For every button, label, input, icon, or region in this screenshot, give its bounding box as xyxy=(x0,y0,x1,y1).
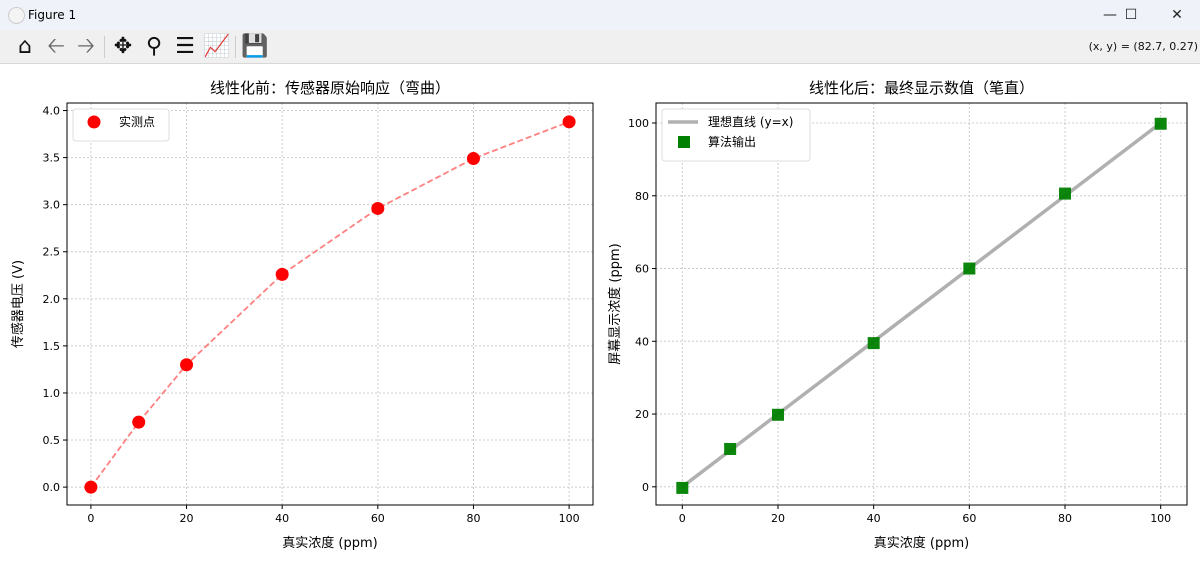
legend-marker xyxy=(678,136,690,148)
y-tick-label: 0 xyxy=(642,481,649,494)
move-icon[interactable]: ✥ xyxy=(113,34,133,59)
axes-frame xyxy=(655,102,1188,506)
x-tick-label: 20 xyxy=(771,512,785,525)
legend: 实测点 xyxy=(72,108,170,142)
data-point xyxy=(84,480,98,494)
x-tick-label: 80 xyxy=(1058,512,1072,525)
chart-title: 线性化后：最终显示数值（笔直） xyxy=(809,79,1034,97)
chart-0: 0 20 40 60 80 100 0.0 0.5 1.0 1.5 2.0 2.5 3.0 3.5 4.0 线… xyxy=(10,79,594,551)
save-icon[interactable]: 💾 xyxy=(241,34,269,59)
series-line xyxy=(681,121,1162,489)
maximize-button[interactable]: ☐ xyxy=(1124,7,1138,23)
x-tick-label: 60 xyxy=(962,512,976,525)
y-tick-label: 2.5 xyxy=(43,246,61,259)
legend-marker xyxy=(87,115,101,129)
x-tick-label: 0 xyxy=(87,512,94,525)
window-title: Figure 1 xyxy=(28,8,77,22)
minimize-button[interactable]: — xyxy=(1103,7,1117,23)
legend-label: 实测点 xyxy=(119,114,155,129)
y-axis-label: 屏幕显示浓度 (ppm) xyxy=(607,243,623,364)
data-point xyxy=(371,201,385,215)
data-point xyxy=(724,442,737,455)
data-point xyxy=(180,358,194,372)
chart-title: 线性化前：传感器原始响应（弯曲） xyxy=(210,79,450,97)
coords-readout: (x, y) = (82.7, 0.27) xyxy=(1088,40,1198,53)
title-bar: Figure 1 — ☐ ✕ xyxy=(0,0,1200,30)
y-tick-label: 3.5 xyxy=(43,152,61,165)
data-point xyxy=(1154,117,1167,130)
sliders-icon[interactable]: ☰ xyxy=(175,34,195,59)
data-point xyxy=(771,408,784,421)
y-tick-label: 2.0 xyxy=(43,293,61,306)
x-tick-label: 100 xyxy=(1150,512,1171,525)
y-tick-label: 60 xyxy=(635,263,649,276)
x-tick-label: 40 xyxy=(275,512,289,525)
data-point xyxy=(132,415,146,429)
data-point xyxy=(1059,187,1072,200)
x-tick-label: 20 xyxy=(180,512,194,525)
axes-frame xyxy=(66,102,594,506)
legend-label: 算法输出 xyxy=(708,134,756,149)
y-axis-label: 传感器电压 (V) xyxy=(10,260,26,348)
y-tick-label: 4.0 xyxy=(43,105,61,118)
app-icon xyxy=(8,7,25,24)
toolbar: ⌂ 🡠 🡢 ✥ ⚲ ☰ 📈 💾 (x, y) = (82.7, 0.27) xyxy=(0,30,1200,64)
data-point xyxy=(867,337,880,350)
series-line xyxy=(90,120,570,488)
x-tick-label: 40 xyxy=(867,512,881,525)
data-point xyxy=(963,262,976,275)
arrow-right-icon[interactable]: 🡢 xyxy=(77,34,95,59)
data-point xyxy=(562,115,576,129)
home-icon[interactable]: ⌂ xyxy=(18,34,32,59)
close-button[interactable]: ✕ xyxy=(1171,7,1183,23)
data-point xyxy=(676,481,689,494)
y-tick-label: 80 xyxy=(635,190,649,203)
x-tick-label: 0 xyxy=(679,512,686,525)
chart-1: 0 20 40 60 80 100 0 20 40 60 80 100 线性化后：最终显示数值（笔直） 真… xyxy=(607,79,1188,551)
y-tick-label: 1.0 xyxy=(43,387,61,400)
legend: 理想直线 (y=x) 算法输出 xyxy=(661,108,811,162)
y-tick-label: 3.0 xyxy=(43,199,61,212)
y-tick-label: 100 xyxy=(628,117,649,130)
chart-line-icon[interactable]: 📈 xyxy=(203,34,231,59)
y-tick-label: 0.0 xyxy=(43,481,61,494)
x-tick-label: 80 xyxy=(466,512,480,525)
y-tick-label: 0.5 xyxy=(43,434,61,447)
x-axis-label: 真实浓度 (ppm) xyxy=(874,535,969,551)
data-point xyxy=(275,267,289,281)
arrow-left-icon[interactable]: 🡠 xyxy=(47,34,65,59)
x-tick-label: 100 xyxy=(559,512,580,525)
y-tick-label: 20 xyxy=(635,408,649,421)
legend-label: 理想直线 (y=x) xyxy=(708,114,793,129)
x-axis-label: 真实浓度 (ppm) xyxy=(282,535,377,551)
y-tick-label: 1.5 xyxy=(43,340,61,353)
data-point xyxy=(466,152,480,166)
x-tick-label: 60 xyxy=(371,512,385,525)
figure-canvas[interactable]: 0 20 40 60 80 100 0.0 0.5 1.0 1.5 2.0 2.5 3.0 3.5 4.0 线… xyxy=(0,63,1200,564)
y-tick-label: 40 xyxy=(635,335,649,348)
zoom-icon[interactable]: ⚲ xyxy=(145,34,163,59)
